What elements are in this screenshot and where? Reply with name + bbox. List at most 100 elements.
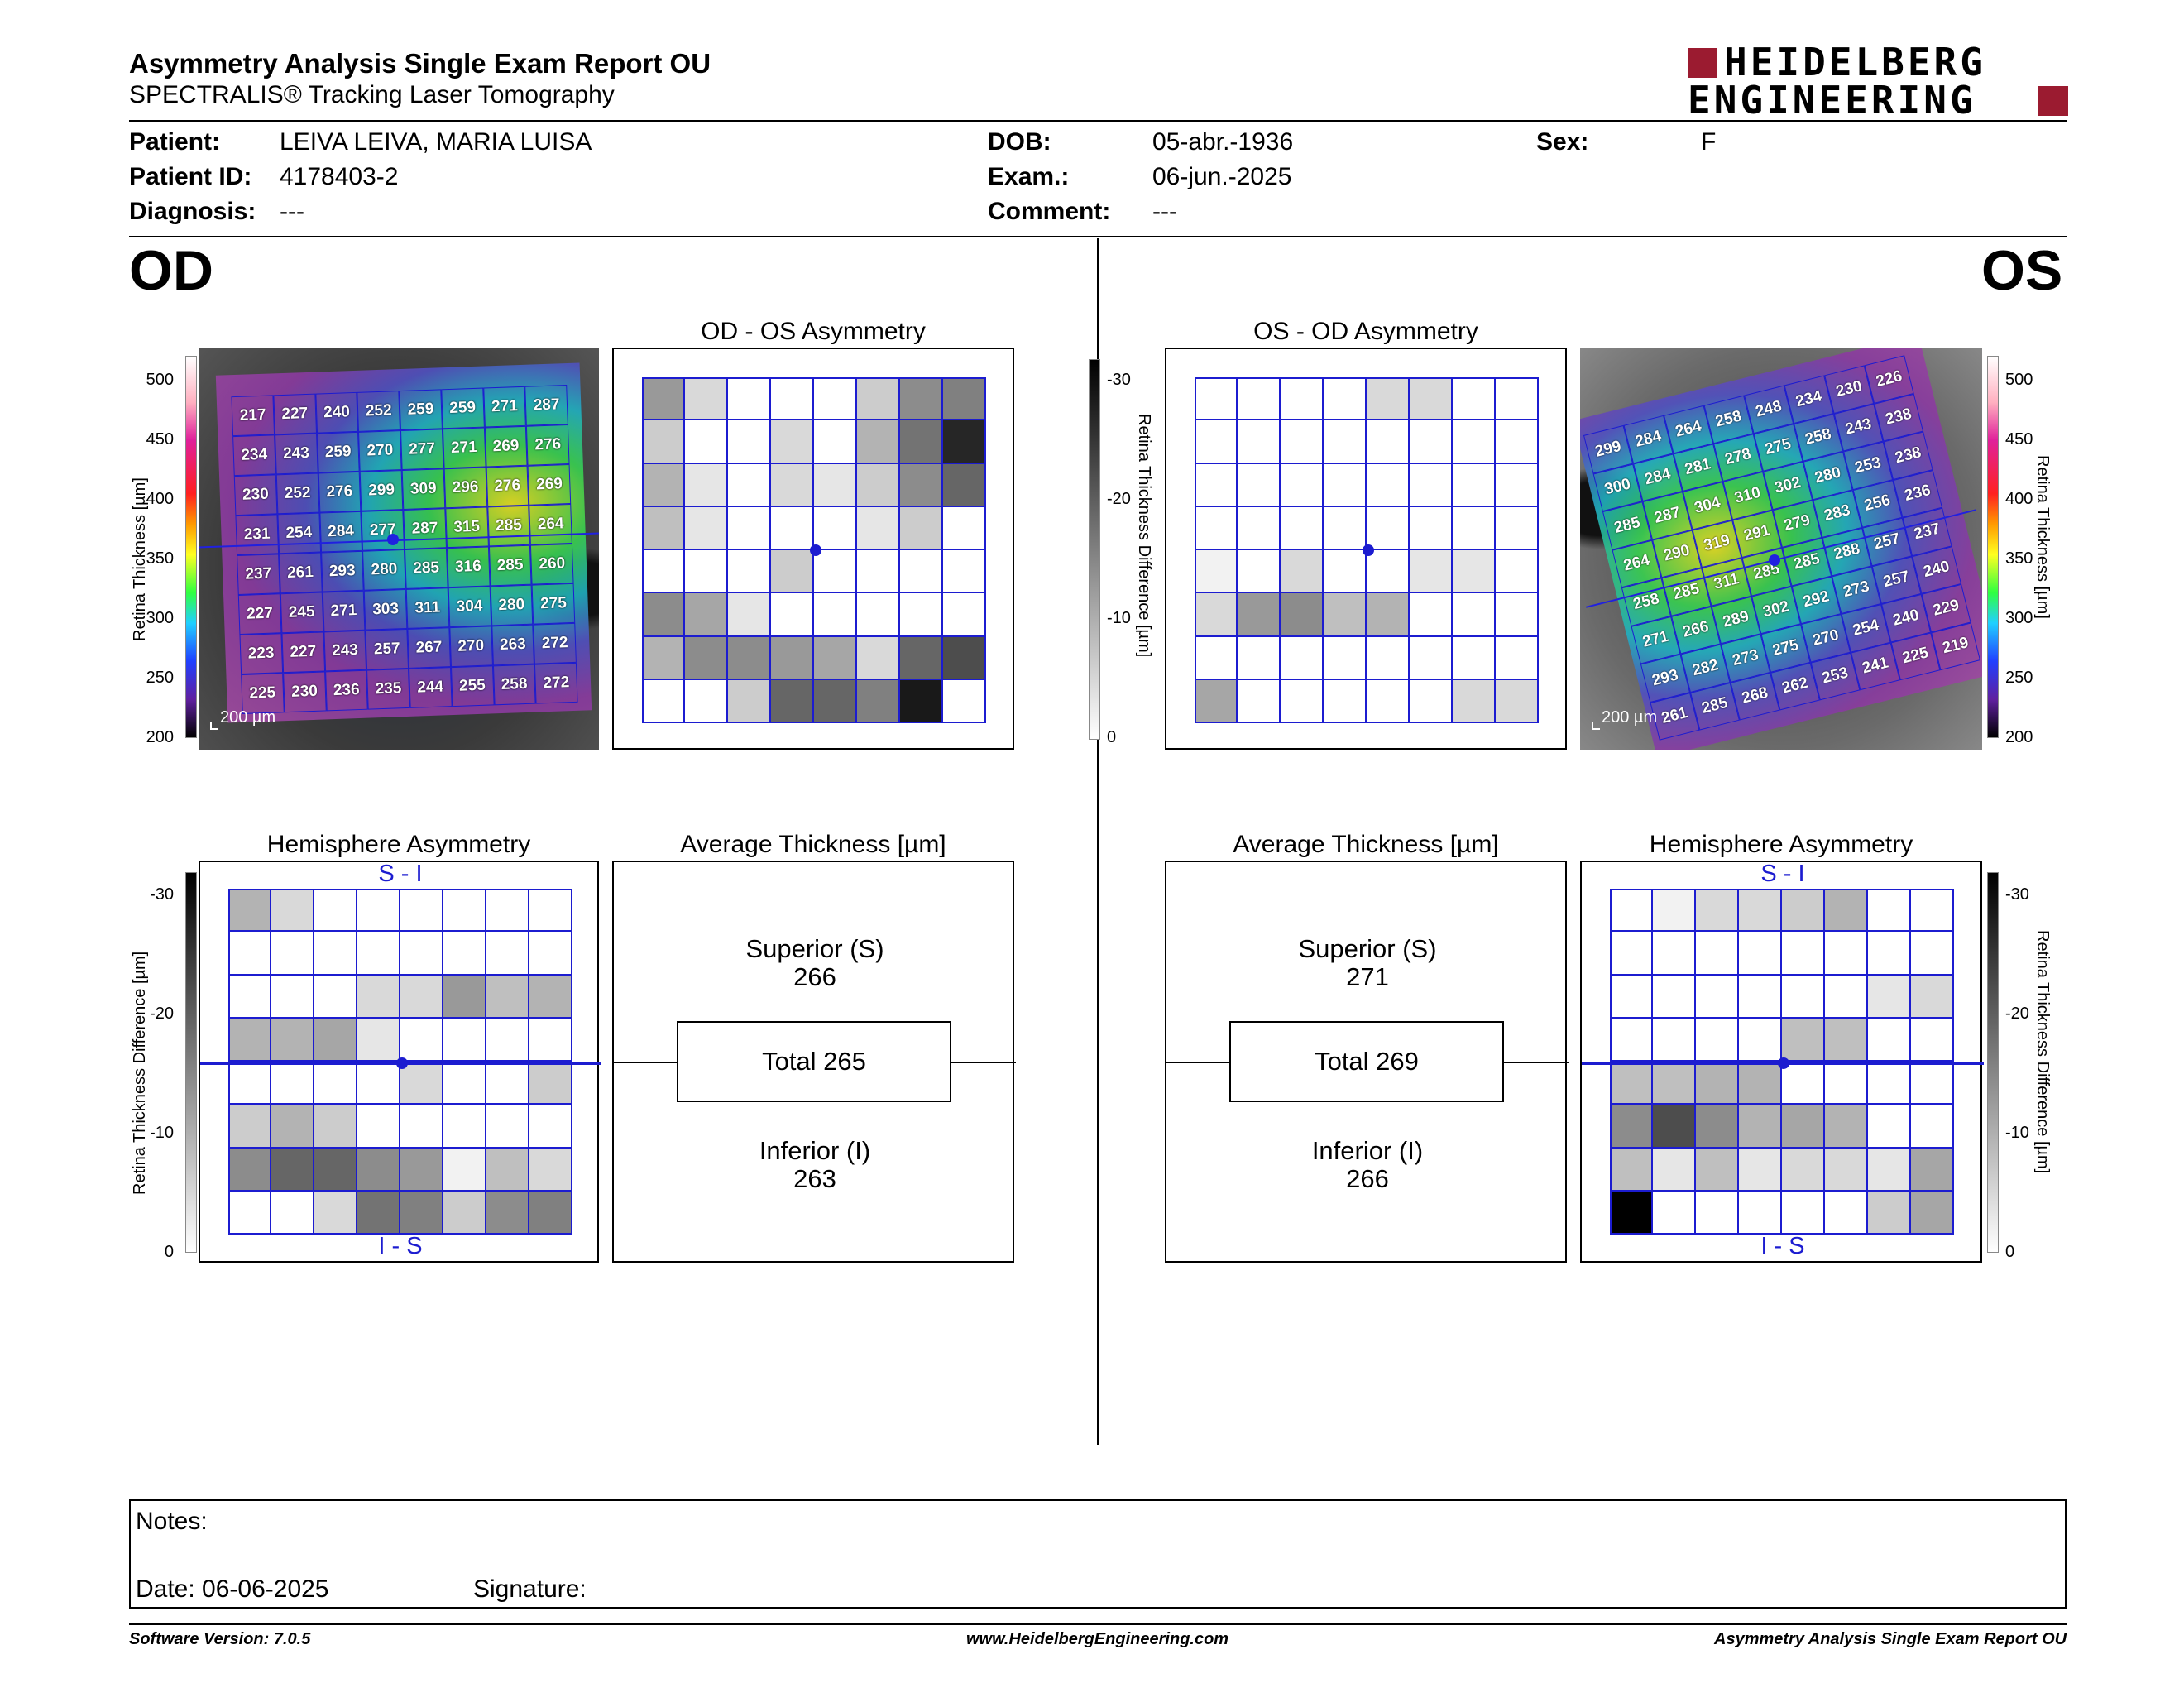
od-hemi-cell	[528, 1146, 572, 1192]
os-inferior-value: 266	[1346, 1164, 1389, 1193]
os-thickness-colorbar	[1987, 356, 1999, 738]
os-hemisphere-title: Hemisphere Asymmetry	[1649, 831, 1913, 858]
od-asym-cell	[683, 419, 728, 464]
od-hemi-cell	[228, 930, 271, 976]
od-hemi-cell	[442, 973, 486, 1019]
od-hemi-cell	[313, 1060, 357, 1105]
os-total-box	[1229, 1021, 1504, 1102]
os-superior-value: 271	[1346, 962, 1389, 991]
os-hemi-cell	[1866, 1060, 1911, 1105]
logo-line-1: HEIDELBERG	[1724, 40, 1986, 84]
od-hemi-cell	[270, 1146, 314, 1192]
notes-box[interactable]: Notes: Date: 06-06-2025 Signature:	[129, 1499, 2067, 1609]
os-hemi-cell	[1866, 1146, 1911, 1192]
os-hemi-cell	[1909, 1060, 1954, 1105]
od-hemi-cell	[356, 930, 400, 976]
os-hemi-cell	[1823, 1060, 1868, 1105]
od-total-box	[677, 1021, 951, 1102]
os-hemi-cell	[1737, 889, 1782, 933]
heidelberg-logo: HEIDELBERG ENGINEERING	[1688, 41, 2068, 121]
od-hemi-cell	[528, 889, 572, 933]
os-asym-cell	[1322, 592, 1367, 637]
os-hemi-diff-tick-label: -20	[2005, 1005, 2029, 1023]
od-thickness-value: 261	[286, 563, 314, 582]
od-thickness-value: 230	[290, 682, 318, 701]
od-thickness-value: 260	[539, 554, 566, 573]
os-asym-cell	[1408, 635, 1453, 680]
od-thickness-value: 252	[284, 483, 311, 503]
od-thickness-value: 234	[241, 445, 268, 464]
od-hemi-cell	[528, 1060, 572, 1105]
od-thickness-grid: 217 227 240 252 259 259 271 287 234 243 259 270 277 2…	[231, 385, 578, 714]
os-asym-cell	[1494, 678, 1539, 723]
od-hemi-cell	[228, 973, 271, 1019]
comment-label: Comment:	[988, 198, 1111, 225]
date-label: Date: 06-06-2025	[136, 1575, 329, 1603]
os-asym-cell	[1365, 549, 1410, 594]
od-asym-cell	[941, 635, 986, 680]
footer-website[interactable]: www.HeidelbergEngineering.com	[966, 1630, 1229, 1648]
od-hemi-cell	[399, 1060, 443, 1105]
od-hemi-cell	[528, 930, 572, 976]
od-thickness-value: 252	[365, 401, 392, 420]
os-asym-cell	[1236, 377, 1281, 421]
od-asym-cell	[683, 377, 728, 421]
os-hemi-cell	[1737, 930, 1782, 976]
od-thickness-value: 258	[500, 674, 528, 694]
od-thickness-value: 280	[371, 560, 398, 579]
od-asym-cell	[941, 592, 986, 637]
od-asym-cell	[898, 678, 943, 723]
report-subtitle: SPECTRALIS® Tracking Laser Tomography	[129, 81, 615, 108]
os-total-value: Total 269	[1315, 1047, 1419, 1076]
od-hemi-top-label: S - I	[378, 861, 423, 887]
os-asym-cell	[1279, 592, 1324, 637]
os-asym-cell	[1279, 462, 1324, 507]
od-thickness-value: 299	[367, 481, 395, 500]
os-hemi-cell	[1610, 889, 1653, 933]
od-thickness-tick-label: 250	[146, 669, 174, 687]
os-asym-cell	[1322, 419, 1367, 464]
od-asymmetry-center-marker	[810, 544, 821, 556]
diagnosis-label: Diagnosis:	[129, 198, 256, 225]
od-thickness-value: 237	[245, 564, 272, 583]
sex-label: Sex:	[1536, 128, 1589, 156]
od-asym-cell	[898, 377, 943, 421]
os-asym-cell	[1322, 377, 1367, 421]
od-eye-label: OD	[129, 239, 213, 302]
od-hemi-cell	[485, 1016, 529, 1062]
od-asym-cell	[855, 377, 900, 421]
os-hemi-cell	[1909, 1016, 1954, 1062]
os-hemi-cell	[1823, 1146, 1868, 1192]
od-thickness-value: 263	[499, 635, 527, 655]
od-asym-cell	[812, 592, 857, 637]
od-average-title: Average Thickness [µm]	[680, 831, 946, 858]
od-asym-cell	[812, 635, 857, 680]
os-hemi-cell	[1651, 1146, 1696, 1192]
od-thickness-value: 267	[415, 638, 443, 657]
od-hemi-cell	[442, 1016, 486, 1062]
os-asym-cell	[1408, 678, 1453, 723]
os-asym-cell	[1236, 635, 1281, 680]
os-asym-cell	[1195, 419, 1238, 464]
os-hemi-cell	[1610, 930, 1653, 976]
patient-divider	[129, 236, 2067, 237]
od-asym-cell	[855, 419, 900, 464]
od-asym-cell	[855, 462, 900, 507]
od-asym-cell	[683, 549, 728, 594]
od-thickness-value: 270	[366, 441, 394, 460]
od-thickness-value: 240	[323, 403, 351, 422]
os-hemi-diff-tick-label: -10	[2005, 1124, 2029, 1142]
od-thickness-value: 227	[246, 604, 274, 623]
os-hemi-cell	[1610, 1060, 1653, 1105]
od-superior-value: 266	[793, 962, 836, 991]
od-thickness-value: 275	[539, 594, 568, 613]
od-asymmetry-title: OD - OS Asymmetry	[701, 318, 926, 345]
od-hemi-cell	[485, 1146, 529, 1192]
os-asym-cell	[1322, 635, 1367, 680]
os-hemi-cell	[1610, 1189, 1653, 1235]
os-asym-cell	[1365, 462, 1410, 507]
od-thickness-value: 276	[326, 482, 353, 501]
od-asym-cell	[898, 462, 943, 507]
od-hemi-cell	[485, 1103, 529, 1149]
os-asym-cell	[1494, 592, 1539, 637]
